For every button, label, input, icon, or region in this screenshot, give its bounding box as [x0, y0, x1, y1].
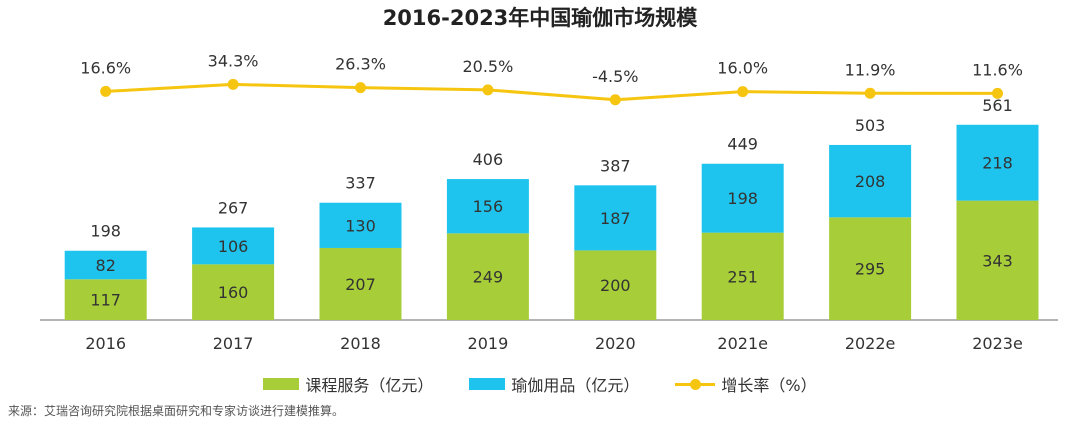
bar-yoga-2021e — [701, 163, 784, 233]
bar-course-2022e — [829, 217, 912, 320]
growth-label-2020: -4.5% — [592, 67, 638, 86]
tick-label-2023e: 2023e — [972, 334, 1023, 353]
data-label-total-2020: 387 — [600, 156, 631, 175]
growth-point-2016 — [100, 85, 112, 97]
data-label-total-2016: 198 — [90, 222, 121, 241]
growth-label-2021e: 16.0% — [717, 59, 768, 78]
bar-yoga-2018 — [319, 202, 402, 248]
data-label-course-2022e: 295 — [855, 260, 886, 279]
growth-point-2023e — [992, 87, 1003, 99]
growth-rate-line — [105, 82, 998, 102]
data-label-total-2023e: 561 — [982, 96, 1013, 115]
tick-label-2016: 2016 — [85, 334, 126, 353]
stacked-bar-chart: 117 82 198 2016 160 106 267 2017 207 130 337 2018 24… — [40, 51, 1058, 353]
legend-item-growth: 增长率（%） — [675, 372, 817, 396]
tick-label-2022e: 2022e — [845, 334, 896, 353]
growth-label-2023e: 11.6% — [972, 60, 1023, 79]
data-label-total-2018: 337 — [345, 174, 376, 193]
legend-swatch-growth — [675, 378, 716, 390]
legend-item-yoga: 瑜伽用品（亿元） — [469, 372, 639, 396]
growth-label-2018: 26.3% — [335, 55, 386, 74]
tick-label-2020: 2020 — [595, 334, 636, 353]
growth-point-2020 — [609, 94, 621, 106]
bar-course-2019 — [446, 233, 529, 320]
tick-label-2018: 2018 — [340, 334, 381, 353]
bar-yoga-2016 — [64, 250, 147, 280]
bar-course-2023e — [956, 200, 1039, 320]
bar-yoga-2019 — [446, 179, 529, 234]
data-label-yoga-2017: 106 — [218, 237, 249, 256]
bar-course-2021e — [701, 232, 784, 320]
data-label-course-2017: 160 — [218, 283, 249, 302]
legend-item-course: 课程服务（亿元） — [263, 372, 433, 396]
tick-label-2021e: 2021e — [717, 334, 768, 353]
growth-point-2017 — [227, 78, 239, 90]
data-label-total-2021e: 449 — [727, 135, 758, 154]
bar-course-2020 — [574, 250, 657, 320]
growth-point-2022e — [864, 87, 876, 99]
data-label-course-2021e: 251 — [727, 267, 758, 286]
bar-yoga-2017 — [192, 227, 275, 265]
legend-label-course: 课程服务（亿元） — [305, 376, 434, 395]
data-label-course-2019: 249 — [473, 268, 504, 287]
bar-course-2017 — [192, 264, 275, 320]
legend-swatch-course — [263, 378, 300, 390]
data-label-total-2022e: 503 — [855, 116, 886, 135]
data-label-yoga-2021e: 198 — [727, 189, 758, 208]
tick-label-2019: 2019 — [468, 334, 509, 353]
growth-label-2022e: 11.9% — [845, 60, 896, 79]
data-label-total-2017: 267 — [218, 198, 249, 217]
growth-point-2019 — [482, 84, 494, 96]
growth-label-2019: 20.5% — [462, 57, 513, 76]
chart-title: 2016-2023年中国瑜伽市场规模 — [382, 6, 698, 30]
data-label-yoga-2022e: 208 — [855, 172, 886, 191]
data-label-yoga-2016: 82 — [96, 256, 116, 275]
source-note: 来源：艾瑞咨询研究院根据桌面研究和专家访谈进行建模推算。 — [8, 404, 345, 418]
bar-yoga-2020 — [574, 185, 657, 251]
bar-course-2018 — [319, 247, 402, 320]
legend-label-yoga: 瑜伽用品（亿元） — [511, 376, 640, 395]
data-label-course-2020: 200 — [600, 276, 631, 295]
legend-swatch-yoga — [469, 378, 506, 390]
legend-label-growth: 增长率（%） — [721, 376, 817, 395]
data-label-yoga-2019: 156 — [473, 197, 504, 216]
bar-yoga-2023e — [956, 124, 1039, 201]
data-label-yoga-2018: 130 — [345, 216, 376, 235]
bar-yoga-2022e — [829, 144, 912, 218]
bar-course-2016 — [64, 279, 147, 320]
growth-label-2016: 16.6% — [80, 58, 131, 77]
growth-point-2018 — [355, 82, 366, 94]
legend: 课程服务（亿元） 瑜伽用品（亿元） 增长率（%） — [0, 372, 1080, 396]
data-label-total-2019: 406 — [473, 150, 504, 169]
growth-label-2017: 34.3% — [208, 51, 259, 70]
tick-label-2017: 2017 — [213, 334, 254, 353]
growth-point-2021e — [737, 86, 749, 98]
data-label-yoga-2023e: 218 — [982, 154, 1013, 173]
data-label-course-2016: 117 — [90, 291, 121, 310]
data-label-course-2018: 207 — [345, 275, 376, 294]
data-label-course-2023e: 343 — [982, 251, 1013, 270]
data-label-yoga-2020: 187 — [600, 209, 631, 228]
